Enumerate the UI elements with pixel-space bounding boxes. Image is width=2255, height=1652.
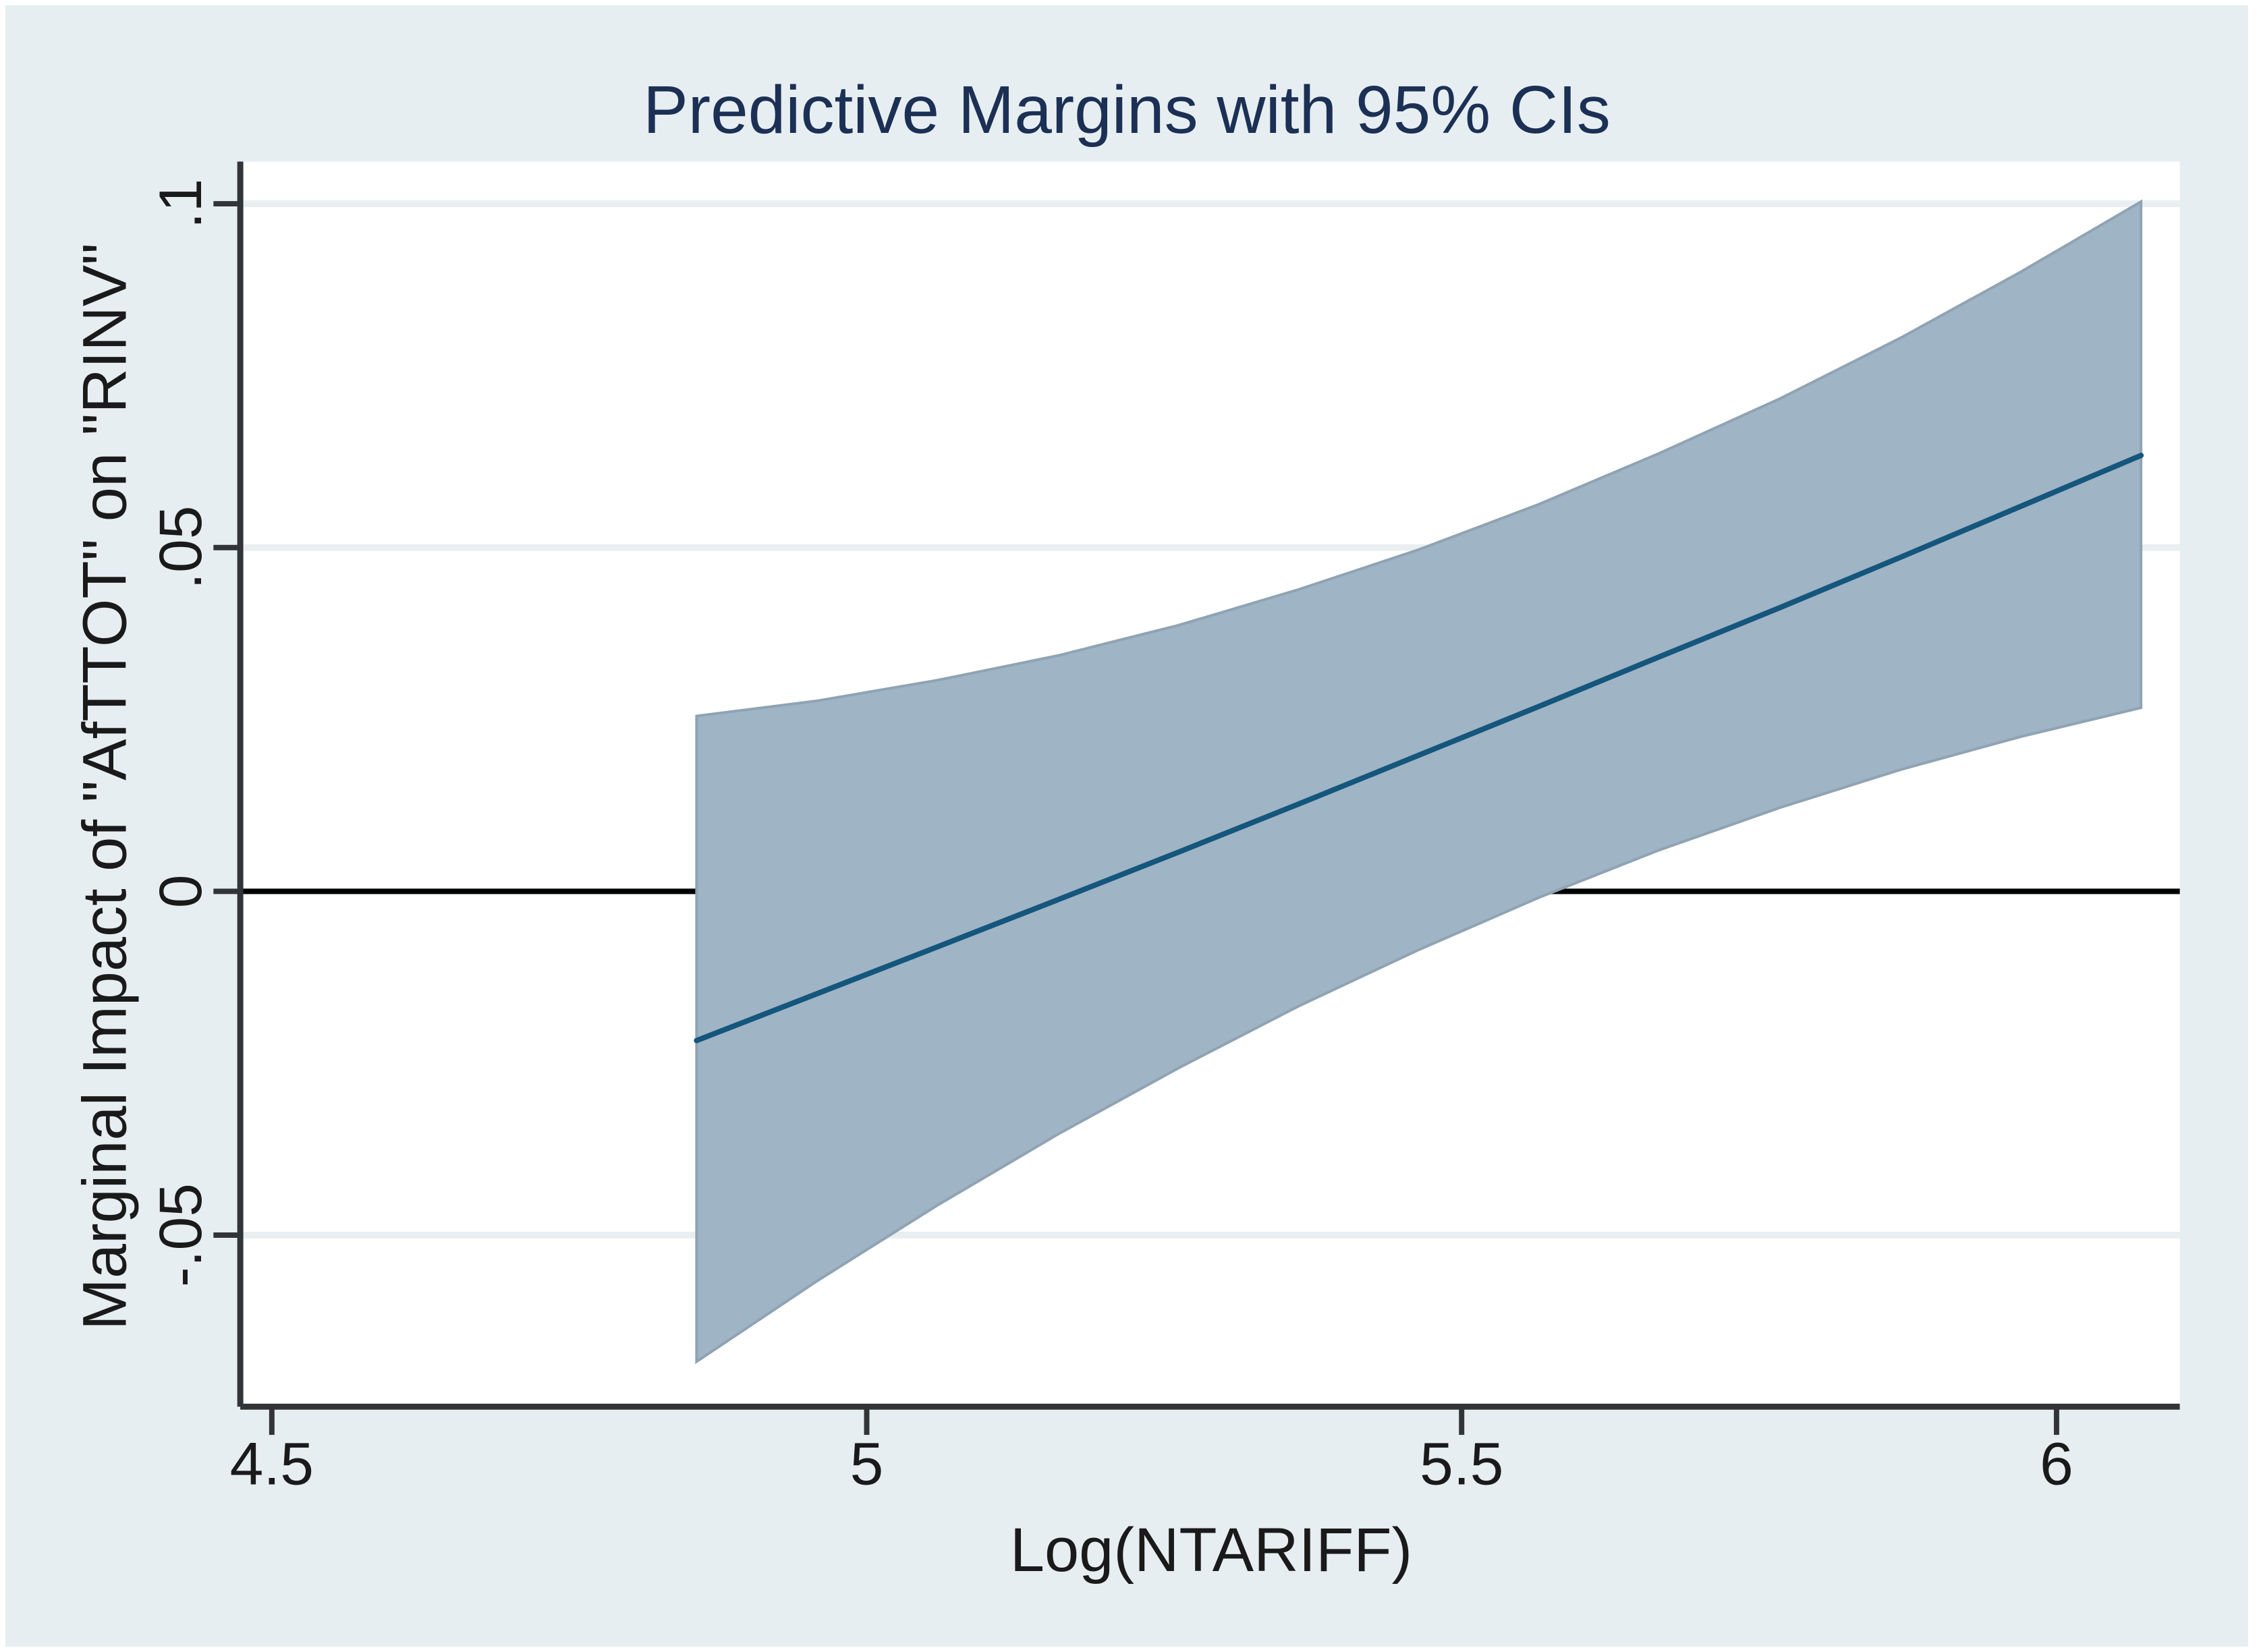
x-tick-label: 4.5 [230,1430,314,1498]
y-tick-label: .1 [146,179,214,229]
y-tick-label: 0 [146,875,214,909]
plot-area: .1 .05 0 -.05 4.5 5 5.5 6 [146,161,2180,1498]
x-tick-label: 5.5 [1420,1430,1503,1498]
margin-line [694,453,2144,1044]
chart-title: Predictive Margins with 95% CIs [643,72,1611,148]
confidence-band [695,199,2143,1365]
x-axis-title: Log(NTARIFF) [1009,1516,1413,1585]
x-tick-label: 5 [850,1430,884,1498]
y-tick-label: -.05 [146,1183,214,1287]
margins-plot-canvas: Predictive Margins with 95% CIs Marginal… [5,5,2248,1647]
y-tick-label: .05 [146,506,214,590]
x-tick-label: 6 [2040,1430,2073,1498]
